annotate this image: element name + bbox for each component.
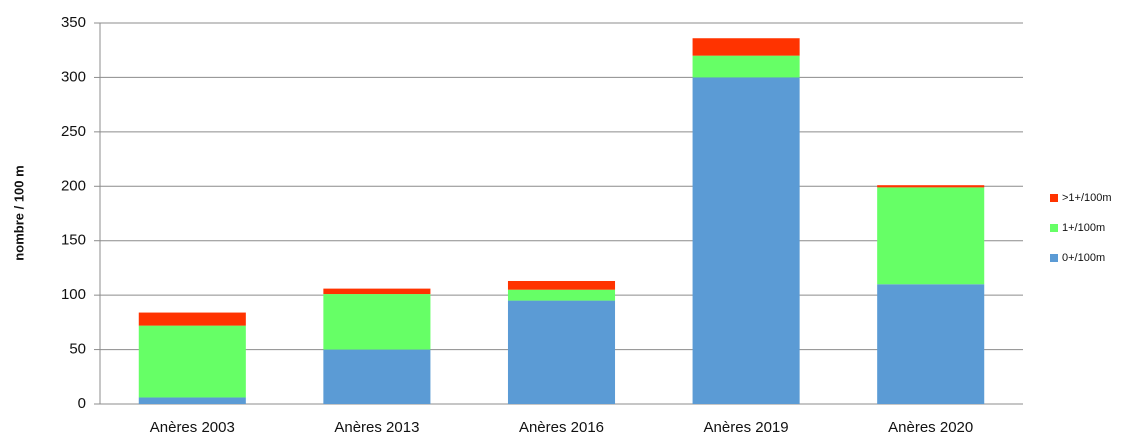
x-tick-label: Anères 2016	[519, 419, 604, 436]
x-tick-label: Anères 2013	[334, 419, 419, 436]
x-tick-label: Anères 2020	[888, 419, 973, 436]
y-tick-label: 100	[61, 286, 86, 303]
legend-label: >1+/100m	[1062, 192, 1112, 204]
y-tick-label: 300	[61, 68, 86, 85]
legend-swatch	[1050, 224, 1058, 232]
legend-label: 1+/100m	[1062, 222, 1105, 234]
x-tick-label: Anères 2019	[704, 419, 789, 436]
bar-segment	[323, 349, 431, 404]
bar-segment	[877, 284, 985, 404]
bar-segment	[323, 294, 431, 350]
bar-segment	[877, 187, 985, 285]
legend-label: 0+/100m	[1062, 252, 1105, 264]
bar-segment	[138, 325, 246, 398]
bar-segment	[138, 397, 246, 404]
bar-segment	[877, 185, 985, 188]
y-tick-label: 0	[78, 395, 86, 412]
bar-segment	[138, 312, 246, 326]
bar-segment	[692, 77, 800, 404]
legend-swatch	[1050, 194, 1058, 202]
bar-segment	[692, 55, 800, 78]
y-tick-label: 350	[61, 14, 86, 31]
legend-swatch	[1050, 254, 1058, 262]
y-tick-label: 250	[61, 123, 86, 140]
bar-segment	[323, 288, 431, 295]
bar-segment	[692, 38, 800, 56]
y-tick-label: 50	[69, 341, 86, 358]
y-tick-label: 200	[61, 177, 86, 194]
y-tick-label: 150	[61, 232, 86, 249]
bar-segment	[507, 289, 616, 301]
x-tick-label: Anères 2003	[150, 419, 235, 436]
bar-segment	[507, 280, 616, 290]
y-axis-label: nombre / 100 m	[11, 165, 26, 260]
bar-segment	[507, 300, 616, 404]
